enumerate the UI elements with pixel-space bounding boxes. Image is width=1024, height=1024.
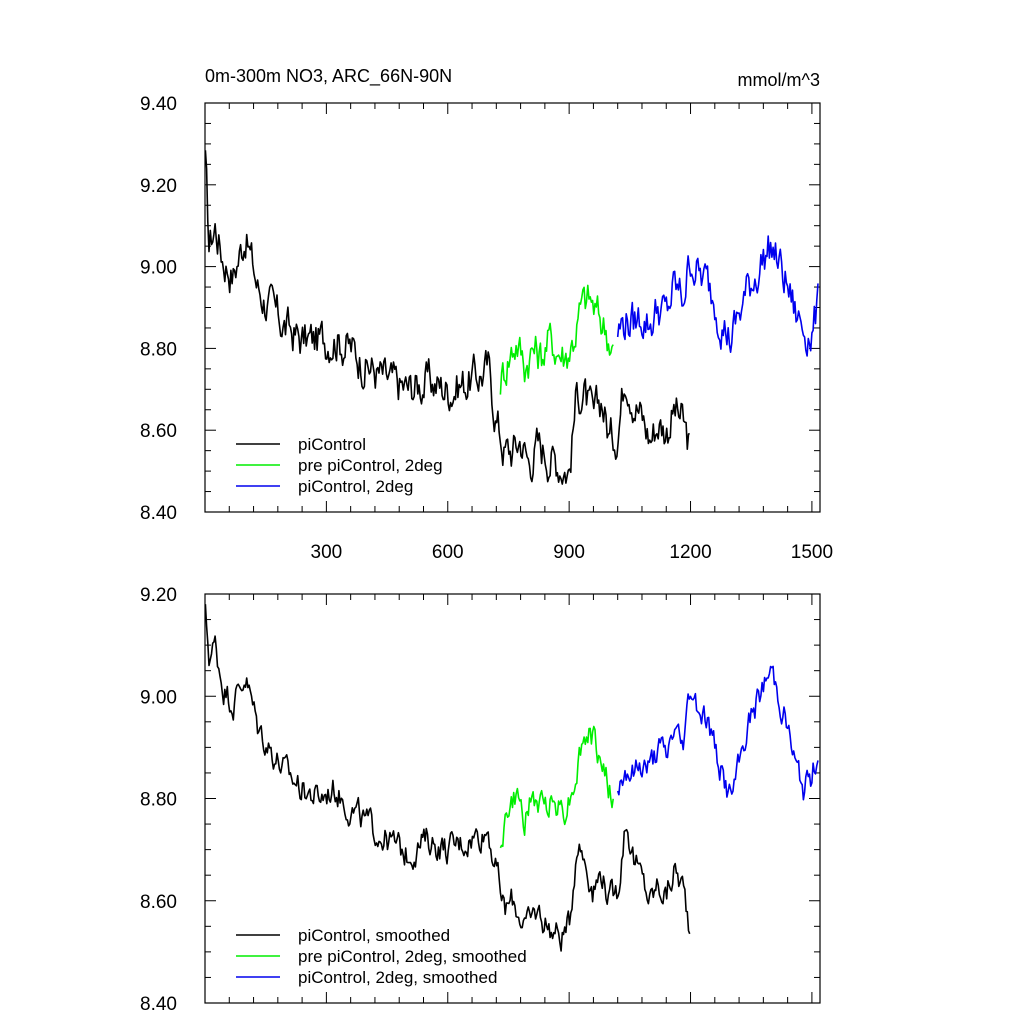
y-tick-label: 8.40 — [140, 503, 177, 524]
top-legend: piControl pre piControl, 2deg piControl, 2… — [236, 435, 443, 496]
top-x-axis: 300 600 900 1200 1500 — [204, 103, 833, 563]
top-chart-units: mmol/m^3 — [738, 70, 820, 90]
y-tick-label: 8.60 — [140, 421, 177, 442]
series-line-2 — [499, 284, 614, 395]
y-tick-label: 8.80 — [140, 339, 177, 360]
series-line-1 — [204, 150, 690, 485]
legend-label-3: piControl, 2deg — [298, 477, 413, 496]
y-tick-label: 9.40 — [140, 94, 177, 115]
series-line-3 — [616, 665, 819, 801]
bottom-x-axis — [204, 594, 813, 1003]
x-tick-label: 900 — [553, 542, 585, 563]
bottom-series-lines — [204, 604, 819, 952]
y-tick-label: 9.20 — [140, 176, 177, 197]
y-tick-label: 8.60 — [140, 892, 177, 913]
legend-label-1: piControl — [298, 435, 366, 454]
top-series-lines — [204, 150, 819, 485]
top-chart-title: 0m-300m NO3, ARC_66N-90N — [205, 66, 452, 87]
legend-label-3: piControl, 2deg, smoothed — [298, 968, 497, 987]
y-tick-label: 9.00 — [140, 258, 177, 279]
top-y-axis: 8.40 8.60 8.80 9.00 9.20 9.40 — [140, 94, 820, 524]
series-line-2 — [499, 725, 614, 849]
x-tick-label: 1500 — [791, 542, 833, 563]
legend-label-2: pre piControl, 2deg, smoothed — [298, 947, 527, 966]
x-tick-label: 300 — [311, 542, 343, 563]
x-tick-label: 600 — [432, 542, 464, 563]
legend-label-2: pre piControl, 2deg — [298, 456, 443, 475]
x-tick-label: 1200 — [669, 542, 711, 563]
top-panel: 0m-300m NO3, ARC_66N-90N mmol/m^3 8.408.… — [140, 66, 833, 563]
y-tick-label: 9.00 — [140, 687, 177, 708]
series-line-1 — [204, 604, 691, 952]
y-tick-label: 8.40 — [140, 994, 177, 1015]
bottom-y-axis: 8.40 8.60 8.80 9.00 9.20 — [140, 585, 820, 1015]
y-tick-label: 8.80 — [140, 790, 177, 811]
bottom-legend: piControl, smoothed pre piControl, 2deg, … — [236, 926, 527, 987]
y-tick-label: 9.20 — [140, 585, 177, 606]
series-line-3 — [616, 235, 819, 357]
legend-label-1: piControl, smoothed — [298, 926, 450, 945]
bottom-panel: 8.40 8.60 8.80 9.00 9.20 piControl, smoothed… — [140, 585, 821, 1015]
